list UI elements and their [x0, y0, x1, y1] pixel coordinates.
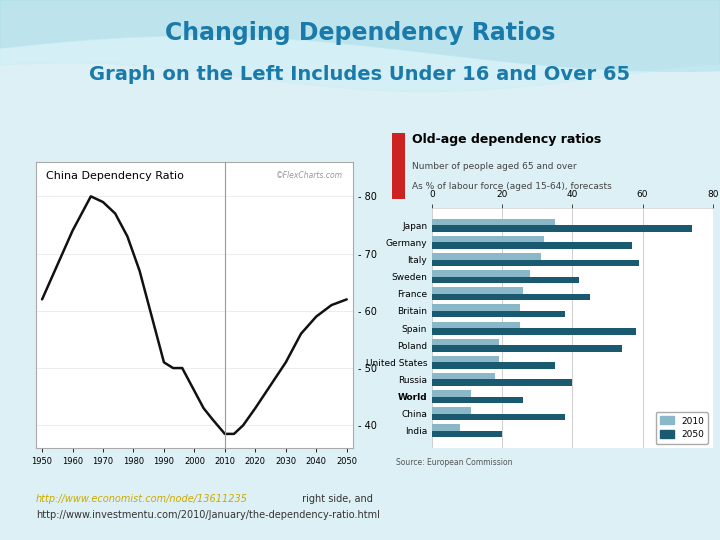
Bar — [432, 407, 471, 414]
Bar — [432, 380, 572, 386]
Text: ©FlexCharts.com: ©FlexCharts.com — [276, 171, 343, 180]
Bar — [432, 260, 639, 266]
Bar — [432, 253, 541, 260]
Bar — [432, 219, 555, 225]
Bar — [432, 362, 555, 369]
Bar — [432, 328, 636, 335]
Bar — [432, 242, 632, 249]
Bar — [432, 431, 503, 437]
Bar — [432, 424, 460, 431]
Bar — [432, 345, 621, 352]
Bar — [432, 356, 499, 362]
Bar — [432, 305, 520, 311]
Bar — [432, 276, 580, 283]
Bar — [432, 270, 531, 276]
Bar — [432, 339, 499, 345]
Text: http://www.investmentu.com/2010/January/the-dependency-ratio.html: http://www.investmentu.com/2010/January/… — [36, 510, 380, 521]
Text: China Dependency Ratio: China Dependency Ratio — [45, 171, 184, 180]
Bar — [432, 225, 692, 232]
Bar — [432, 414, 565, 420]
Bar — [432, 311, 565, 318]
Bar — [432, 321, 520, 328]
Bar — [432, 287, 523, 294]
Bar — [432, 373, 495, 380]
Text: As % of labour force (aged 15-64), forecasts: As % of labour force (aged 15-64), forec… — [412, 182, 612, 191]
Bar — [432, 294, 590, 300]
Text: Number of people aged 65 and over: Number of people aged 65 and over — [412, 163, 577, 171]
Bar — [392, 133, 405, 199]
Legend: 2010, 2050: 2010, 2050 — [656, 412, 708, 444]
Text: Source: European Commission: Source: European Commission — [396, 458, 513, 467]
Bar — [432, 396, 523, 403]
Text: Old-age dependency ratios: Old-age dependency ratios — [412, 133, 601, 146]
Text: http://www.economist.com/node/13611235: http://www.economist.com/node/13611235 — [36, 494, 248, 504]
Text: Changing Dependency Ratios: Changing Dependency Ratios — [165, 22, 555, 45]
Bar — [432, 390, 471, 396]
Text: Graph on the Left Includes Under 16 and Over 65: Graph on the Left Includes Under 16 and … — [89, 65, 631, 84]
Bar — [432, 236, 544, 242]
Text: right side, and: right side, and — [299, 494, 373, 504]
